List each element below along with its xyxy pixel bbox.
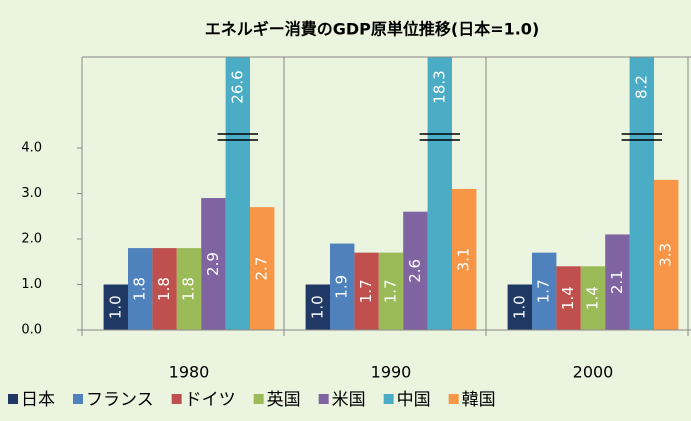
data-label: 3.3 <box>657 243 675 267</box>
data-label: 1.8 <box>180 277 198 301</box>
bar <box>152 248 177 330</box>
data-label: 1.8 <box>131 277 149 301</box>
legend-label: 中国 <box>397 390 431 410</box>
data-label: 1.4 <box>584 286 602 310</box>
legend-label: 米国 <box>332 390 366 410</box>
bar <box>427 57 452 331</box>
legend-swatch <box>73 394 83 404</box>
y-tick-label: 1.0 <box>21 277 42 292</box>
legend-label: ドイツ <box>185 390 236 410</box>
data-label: 1.7 <box>357 279 375 303</box>
bar <box>580 266 606 330</box>
data-label: 2.7 <box>253 257 271 281</box>
bar <box>330 243 355 330</box>
bar <box>507 284 532 330</box>
x-tick-label: 1990 <box>371 363 412 382</box>
data-label: 2.1 <box>608 270 626 294</box>
bar <box>378 252 404 330</box>
y-tick-label: 4.0 <box>21 141 42 156</box>
legend-label: フランス <box>86 390 154 410</box>
bar <box>225 57 250 331</box>
plot-area <box>103 57 679 331</box>
bar <box>128 248 153 330</box>
data-label: 2.6 <box>406 259 424 283</box>
data-label: 1.0 <box>308 295 326 319</box>
bar <box>403 211 428 330</box>
bar <box>103 284 128 330</box>
legend-swatch <box>171 394 182 404</box>
data-label: 1.4 <box>559 286 577 310</box>
legend-swatch <box>383 394 394 404</box>
bar <box>556 266 581 330</box>
bar <box>452 188 477 330</box>
data-label: 8.2 <box>632 75 650 99</box>
bar <box>654 179 679 330</box>
data-label: 18.3 <box>430 70 448 103</box>
legend-swatch <box>448 394 459 404</box>
legend-swatch <box>8 394 18 404</box>
bar <box>605 234 630 330</box>
bar <box>629 57 654 331</box>
legend-label: 韓国 <box>462 390 496 410</box>
data-label: 1.9 <box>333 275 351 299</box>
legend-label: 日本 <box>21 390 55 410</box>
data-label: 26.6 <box>228 70 246 103</box>
bar <box>354 252 379 330</box>
y-tick-label: 3.0 <box>21 186 42 201</box>
y-tick-label: 0.0 <box>21 323 42 338</box>
data-label: 2.9 <box>204 252 222 276</box>
data-label: 1.8 <box>155 277 173 301</box>
legend-swatch <box>253 394 264 404</box>
y-tick-label: 2.0 <box>21 232 42 247</box>
legend-swatch <box>318 394 329 404</box>
bar <box>201 198 226 330</box>
bar <box>305 284 330 330</box>
data-label: 1.0 <box>106 295 124 319</box>
data-label: 1.7 <box>382 279 400 303</box>
data-label: 1.7 <box>535 279 553 303</box>
legend-label: 英国 <box>267 390 301 410</box>
bar <box>532 252 557 330</box>
chart-title: エネルギー消費のGDP原単位推移(日本=1.0) <box>205 20 540 39</box>
data-label: 3.1 <box>455 248 473 272</box>
bar <box>176 248 202 330</box>
data-label: 1.0 <box>510 295 528 319</box>
x-tick-label: 2000 <box>573 363 614 382</box>
x-tick-label: 1980 <box>169 363 210 382</box>
bar <box>250 207 275 330</box>
